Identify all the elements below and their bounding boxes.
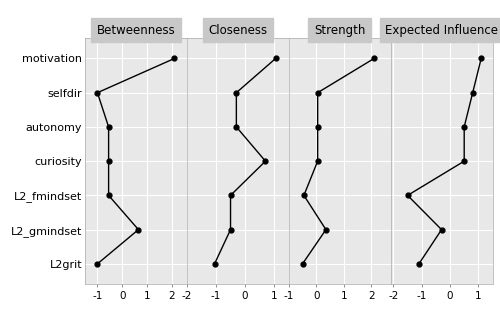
Title: Expected Influence: Expected Influence: [385, 24, 498, 37]
Title: Closeness: Closeness: [208, 24, 268, 37]
Title: Strength: Strength: [314, 24, 366, 37]
Title: Betweenness: Betweenness: [96, 24, 176, 37]
